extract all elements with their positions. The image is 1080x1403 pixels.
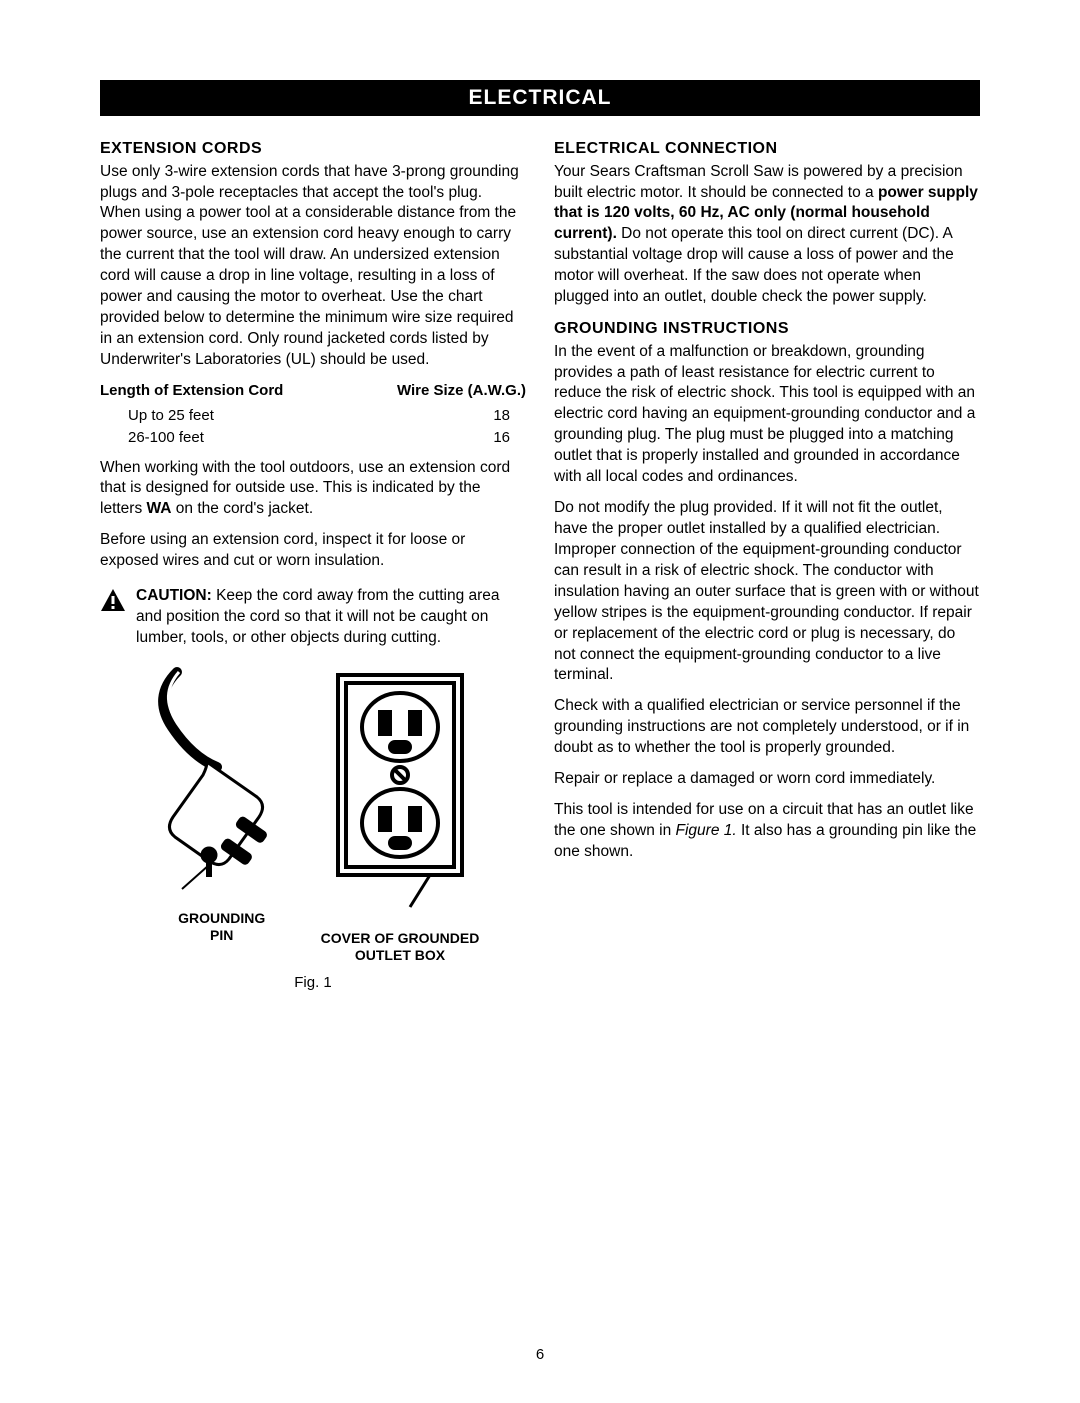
figure-1: GROUNDING PIN <box>100 667 526 994</box>
table-header-row: Length of Extension Cord Wire Size (A.W.… <box>100 381 526 401</box>
label-line: PIN <box>210 927 233 943</box>
heading-grounding-instructions: GROUNDING INSTRUCTIONS <box>554 318 980 340</box>
table-header-length: Length of Extension Cord <box>100 381 283 401</box>
table-row: 26-100 feet 16 <box>100 427 526 449</box>
paragraph: Use only 3-wire extension cords that hav… <box>100 162 526 371</box>
text-fragment: on the cord's jacket. <box>171 500 313 517</box>
page-number: 6 <box>0 1346 1080 1363</box>
two-column-layout: EXTENSION CORDS Use only 3-wire extensio… <box>100 134 980 994</box>
caution-block: CAUTION: Keep the cord away from the cut… <box>100 586 526 649</box>
caution-text: CAUTION: Keep the cord away from the cut… <box>136 586 526 649</box>
label-line: GROUNDING <box>178 910 265 926</box>
heading-extension-cords: EXTENSION CORDS <box>100 138 526 160</box>
paragraph: Repair or replace a damaged or worn cord… <box>554 769 980 790</box>
figure-outlet: COVER OF GROUNDED OUTLET BOX <box>321 667 480 964</box>
outlet-illustration-icon <box>330 667 470 917</box>
paragraph: When working with the tool outdoors, use… <box>100 458 526 521</box>
label-line: OUTLET BOX <box>355 947 445 963</box>
paragraph: Do not modify the plug provided. If it w… <box>554 498 980 686</box>
figure-outlet-label: COVER OF GROUNDED OUTLET BOX <box>321 930 480 964</box>
warning-triangle-icon <box>100 588 126 612</box>
text-italic-figure-ref: Figure 1. <box>676 822 737 839</box>
table-cell-awg: 18 <box>493 406 510 426</box>
table-header-awg: Wire Size (A.W.G.) <box>397 381 526 401</box>
figure-plug: GROUNDING PIN <box>147 667 297 944</box>
plug-illustration-icon <box>147 667 297 897</box>
figure-plug-label: GROUNDING PIN <box>147 910 297 944</box>
label-line: COVER OF GROUNDED <box>321 930 480 946</box>
paragraph: Before using an extension cord, inspect … <box>100 530 526 572</box>
caution-label: CAUTION: <box>136 587 212 604</box>
section-banner: ELECTRICAL <box>100 80 980 116</box>
table-cell-length: 26-100 feet <box>128 428 204 448</box>
left-column: EXTENSION CORDS Use only 3-wire extensio… <box>100 134 526 994</box>
right-column: ELECTRICAL CONNECTION Your Sears Craftsm… <box>554 134 980 994</box>
table-cell-awg: 16 <box>493 428 510 448</box>
paragraph: Your Sears Craftsman Scroll Saw is power… <box>554 162 980 308</box>
paragraph: This tool is intended for use on a circu… <box>554 800 980 863</box>
table-cell-length: Up to 25 feet <box>128 406 214 426</box>
heading-electrical-connection: ELECTRICAL CONNECTION <box>554 138 980 160</box>
text-bold-wa: WA <box>147 500 172 517</box>
table-row: Up to 25 feet 18 <box>100 405 526 427</box>
paragraph: In the event of a malfunction or breakdo… <box>554 342 980 488</box>
extension-cord-table: Length of Extension Cord Wire Size (A.W.… <box>100 381 526 450</box>
paragraph: Check with a qualified electrician or se… <box>554 696 980 759</box>
figure-caption: Fig. 1 <box>100 973 526 993</box>
